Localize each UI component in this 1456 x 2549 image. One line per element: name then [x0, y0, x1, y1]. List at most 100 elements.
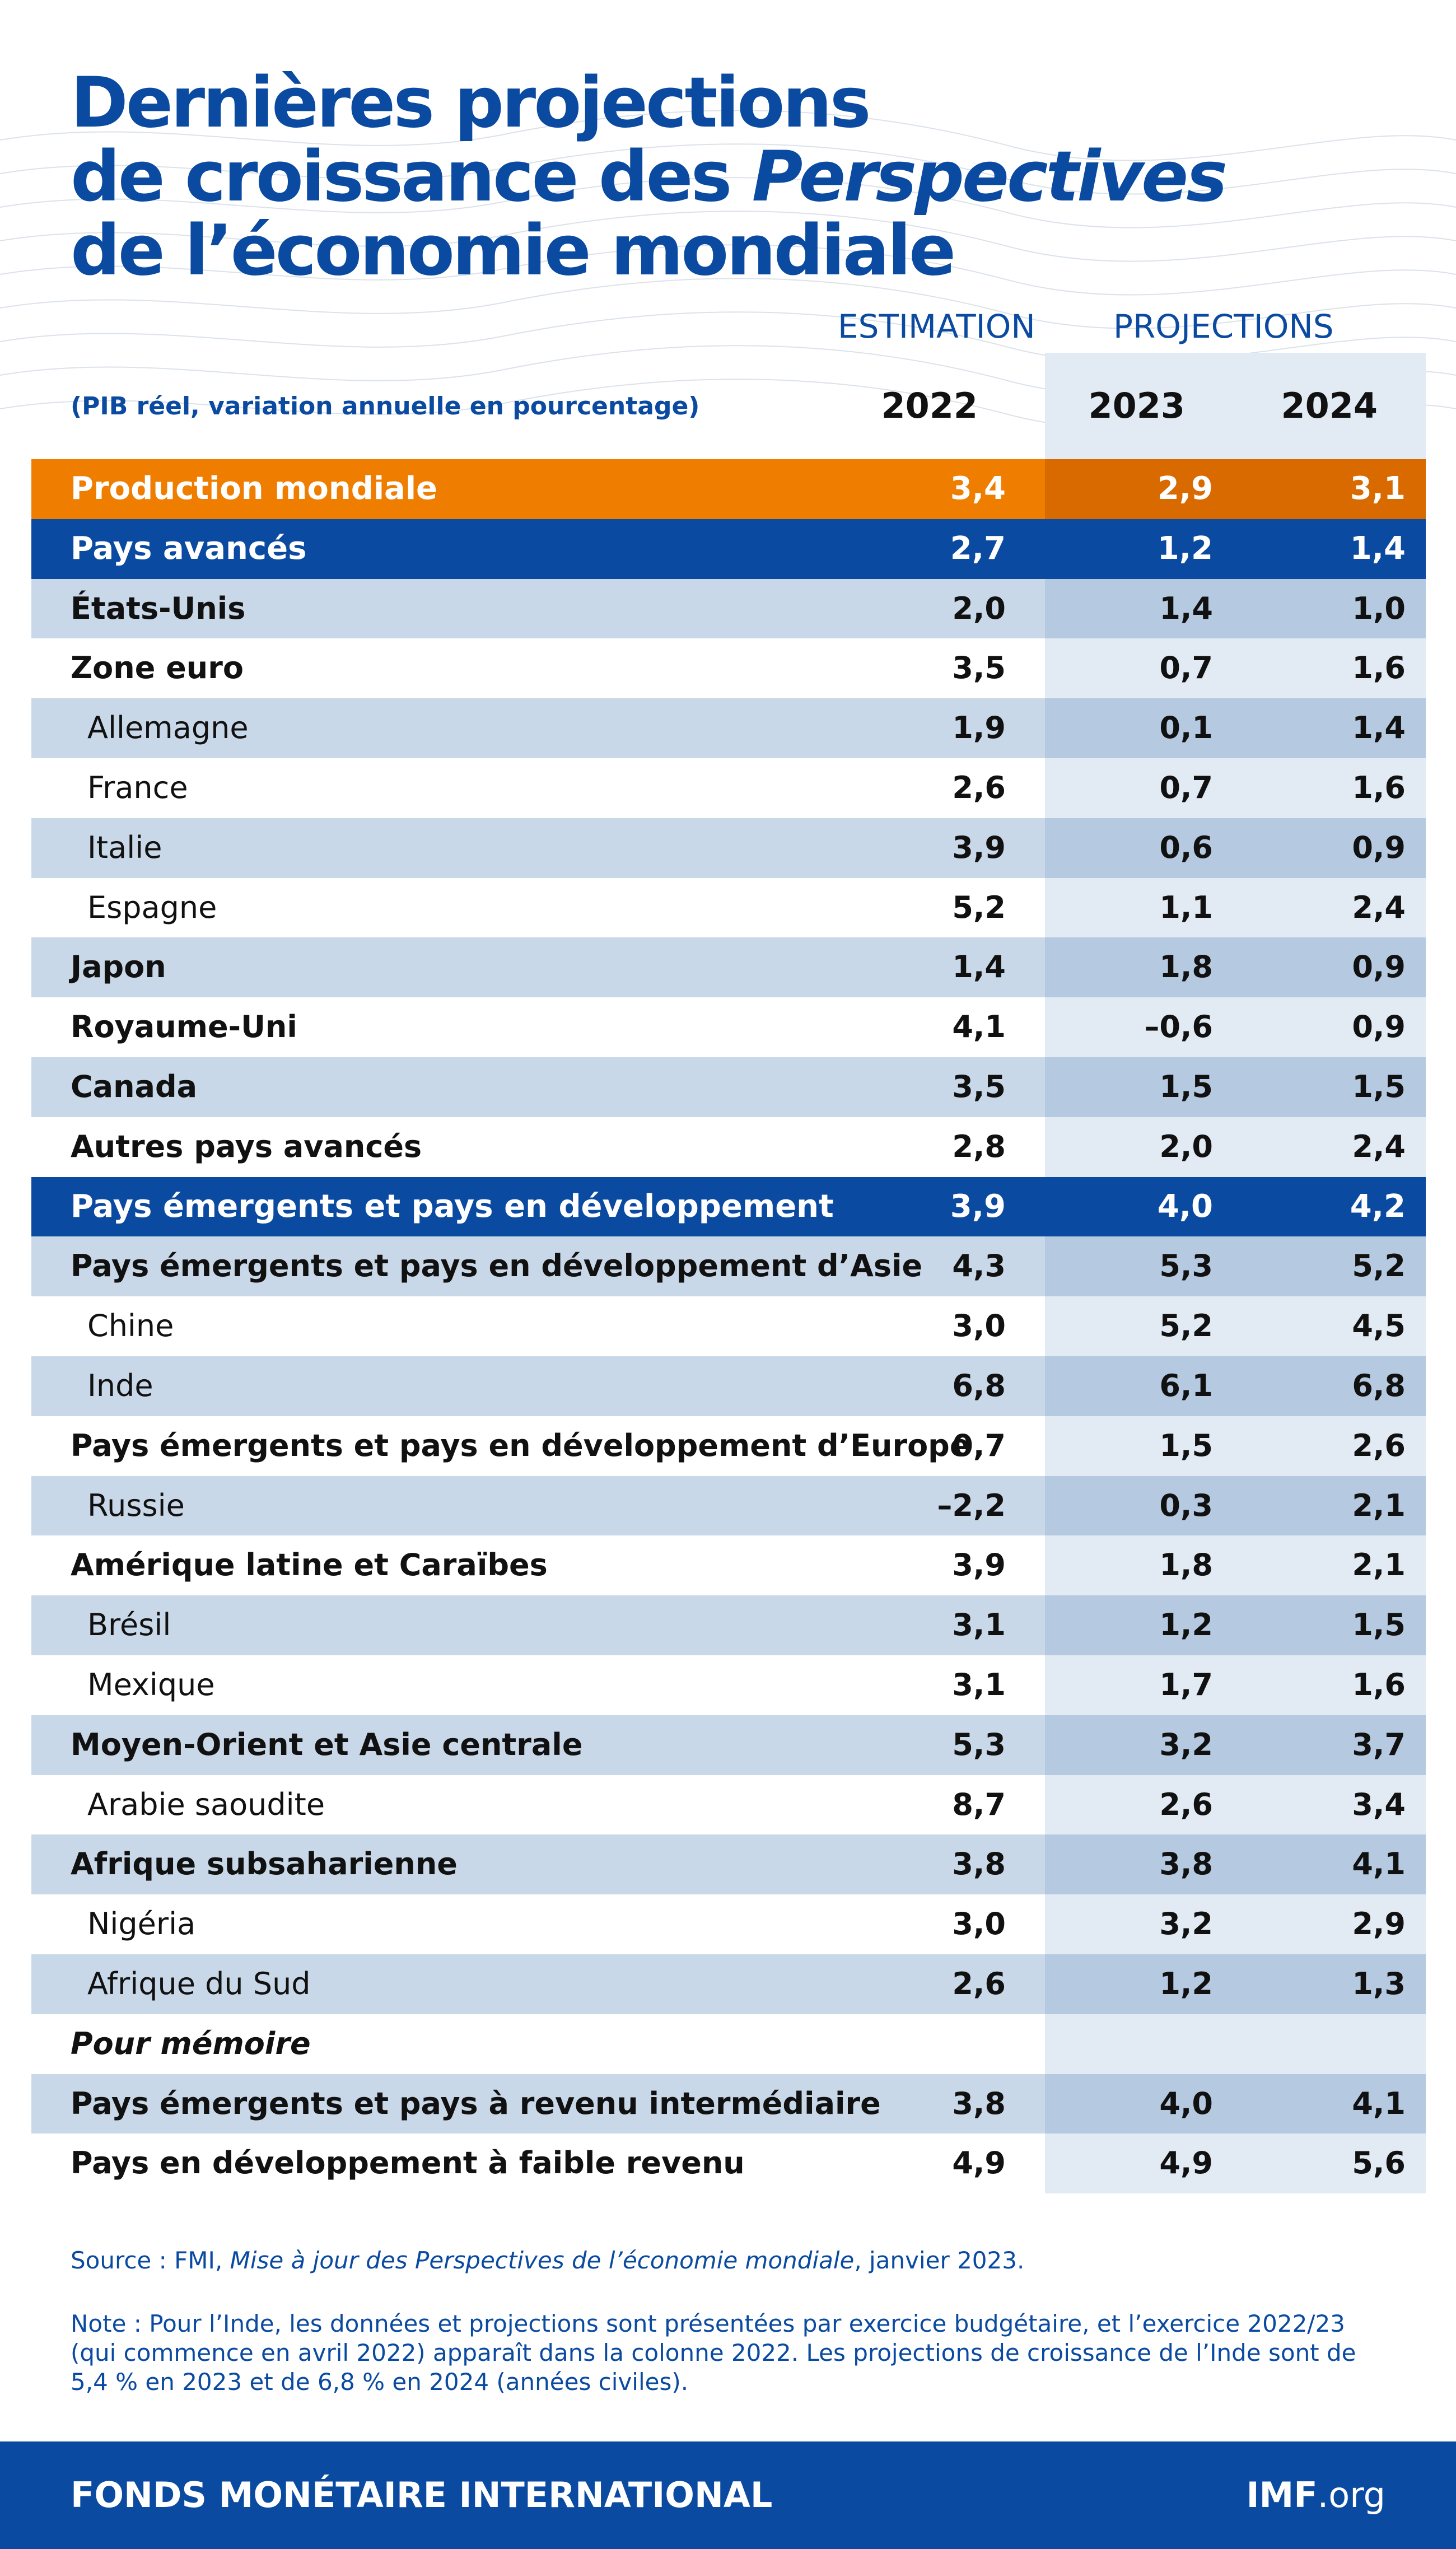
- value-cell-2022: 2,6: [952, 769, 1006, 805]
- row-label: Chine: [87, 1308, 174, 1344]
- value-cell-2023: 1,7: [1159, 1666, 1213, 1702]
- value-cell-2024: 2,4: [1352, 1128, 1406, 1164]
- value-cell-2024: 1,6: [1352, 650, 1406, 686]
- projection-cell-shade: [1045, 1715, 1426, 1775]
- table-row: Brésil 3,1 1,2 1,5: [31, 1595, 1426, 1655]
- row-label: Nigéria: [87, 1906, 196, 1942]
- value-cell-2024: 4,2: [1350, 1188, 1406, 1225]
- row-label: Russie: [87, 1487, 185, 1523]
- value-cell-2024: 3,7: [1352, 1726, 1406, 1762]
- value-cell-2023: 1,5: [1159, 1427, 1213, 1463]
- value-cell-2023: 1,5: [1159, 1068, 1213, 1104]
- projection-cell-shade: [1045, 937, 1426, 998]
- projection-cell-shade: [1045, 459, 1426, 519]
- projection-cell-shade: [1045, 1236, 1426, 1297]
- footer-site-bold: IMF: [1246, 2475, 1318, 2515]
- table-row: Inde 6,8 6,1 6,8: [31, 1356, 1426, 1416]
- value-cell-2023: 0,1: [1159, 710, 1213, 746]
- value-cell-2024: 1,6: [1352, 769, 1406, 805]
- value-cell-2023: 0,3: [1159, 1487, 1213, 1523]
- value-cell-2022: 5,2: [952, 889, 1006, 925]
- value-cell-2022: 3,9: [952, 1547, 1006, 1583]
- value-cell-2022: 3,4: [950, 470, 1006, 507]
- value-cell-2024: 2,9: [1352, 1906, 1406, 1942]
- value-cell-2024: 4,1: [1352, 2085, 1406, 2121]
- value-cell-2022: 3,5: [952, 1068, 1006, 1104]
- projection-cell-shade: [1045, 1416, 1426, 1476]
- table-row: Afrique du Sud 2,6 1,2 1,3: [31, 1954, 1426, 2014]
- projection-cell-shade: [1045, 2014, 1426, 2074]
- value-cell-2023: 1,4: [1159, 590, 1213, 626]
- value-cell-2024: 1,0: [1352, 590, 1406, 626]
- column-header-2022: 2022: [881, 385, 978, 426]
- projection-cell-shade: [1045, 1595, 1426, 1655]
- value-cell-2022: 3,0: [952, 1308, 1006, 1344]
- projection-cell-shade: [1045, 1655, 1426, 1715]
- projection-cell-shade: [1045, 2074, 1426, 2134]
- value-cell-2023: 1,2: [1159, 1966, 1213, 2001]
- table-row: Amérique latine et Caraïbes 3,9 1,8 2,1: [31, 1535, 1426, 1596]
- projection-cell-shade: [1045, 818, 1426, 878]
- footer-site-link[interactable]: IMF.org: [1246, 2441, 1385, 2549]
- table-row: Afrique subsaharienne 3,8 3,8 4,1: [31, 1834, 1426, 1895]
- row-label: Autres pays avancés: [71, 1128, 422, 1164]
- value-cell-2022: 0,7: [952, 1427, 1006, 1463]
- row-label: Pays émergents et pays à revenu interméd…: [71, 2085, 881, 2121]
- value-cell-2022: 8,7: [952, 1786, 1006, 1822]
- row-label: Japon: [71, 949, 166, 985]
- value-cell-2024: 4,1: [1352, 1846, 1406, 1882]
- row-label: Moyen-Orient et Asie centrale: [71, 1726, 583, 1762]
- table-row: Pays avancés 2,7 1,2 1,4: [31, 519, 1426, 579]
- projection-cell-shade: [1045, 698, 1426, 758]
- row-label: Pays émergents et pays en développement …: [71, 1248, 923, 1284]
- value-cell-2023: 1,2: [1159, 1607, 1213, 1643]
- projection-cell-shade: [1045, 997, 1426, 1057]
- footer-site-rest: .org: [1317, 2475, 1385, 2515]
- projection-cell-shade: [1045, 1954, 1426, 2014]
- table-row: Chine 3,0 5,2 4,5: [31, 1296, 1426, 1356]
- projection-cell-shade: [1045, 1476, 1426, 1536]
- column-header-2023: 2023: [1088, 385, 1185, 426]
- projection-cell-shade: [1045, 758, 1426, 818]
- value-cell-2023: 3,8: [1159, 1846, 1213, 1882]
- value-cell-2024: 2,1: [1352, 1487, 1406, 1523]
- source-note: Source : FMI, Mise à jour des Perspectiv…: [71, 2247, 1024, 2274]
- value-cell-2022: 5,3: [952, 1726, 1006, 1762]
- wave-background: [0, 110, 1456, 430]
- value-cell-2022: 2,0: [952, 590, 1006, 626]
- title-line-1: Dernières projections: [71, 63, 871, 143]
- table-row: Allemagne 1,9 0,1 1,4: [31, 698, 1426, 758]
- value-cell-2022: 4,9: [952, 2145, 1006, 2181]
- value-cell-2024: 1,5: [1352, 1607, 1406, 1643]
- value-cell-2024: 4,5: [1352, 1308, 1406, 1344]
- value-cell-2024: 1,4: [1350, 530, 1406, 567]
- row-label: États-Unis: [71, 590, 246, 626]
- value-cell-2022: 3,0: [952, 1906, 1006, 1942]
- projection-cell-shade: [1045, 1775, 1426, 1835]
- table-row: Moyen-Orient et Asie centrale 5,3 3,2 3,7: [31, 1715, 1426, 1775]
- value-cell-2024: 1,6: [1352, 1666, 1406, 1702]
- row-label: Pays émergents et pays en développement …: [71, 1427, 970, 1463]
- table-row: Arabie saoudite 8,7 2,6 3,4: [31, 1775, 1426, 1835]
- value-cell-2022: 1,4: [952, 949, 1006, 985]
- value-cell-2024: 2,6: [1352, 1427, 1406, 1463]
- row-label: Zone euro: [71, 650, 244, 686]
- projection-cell-shade: [1045, 1535, 1426, 1596]
- row-label: Espagne: [87, 889, 217, 925]
- table-row: Italie 3,9 0,6 0,9: [31, 818, 1426, 878]
- value-cell-2024: 5,2: [1352, 1248, 1406, 1284]
- value-cell-2022: 3,5: [952, 650, 1006, 686]
- value-cell-2022: –2,2: [937, 1487, 1006, 1523]
- title-line-3: de l’économie mondiale: [71, 211, 956, 291]
- table-row: Russie –2,2 0,3 2,1: [31, 1476, 1426, 1536]
- value-cell-2023: 4,0: [1157, 1188, 1213, 1225]
- row-label: Mexique: [87, 1666, 215, 1702]
- value-cell-2023: 2,0: [1159, 1128, 1213, 1164]
- data-table: Production mondiale 3,4 2,9 3,1 Pays avancés…: [31, 459, 1426, 2194]
- value-cell-2023: 5,2: [1159, 1308, 1213, 1344]
- projection-cell-shade: [1045, 1834, 1426, 1895]
- title-line-2: de croissance des Perspectives: [71, 140, 1228, 214]
- value-cell-2022: 3,9: [950, 1188, 1006, 1225]
- table-row: Canada 3,5 1,5 1,5: [31, 1057, 1426, 1117]
- value-cell-2022: 4,3: [952, 1248, 1006, 1284]
